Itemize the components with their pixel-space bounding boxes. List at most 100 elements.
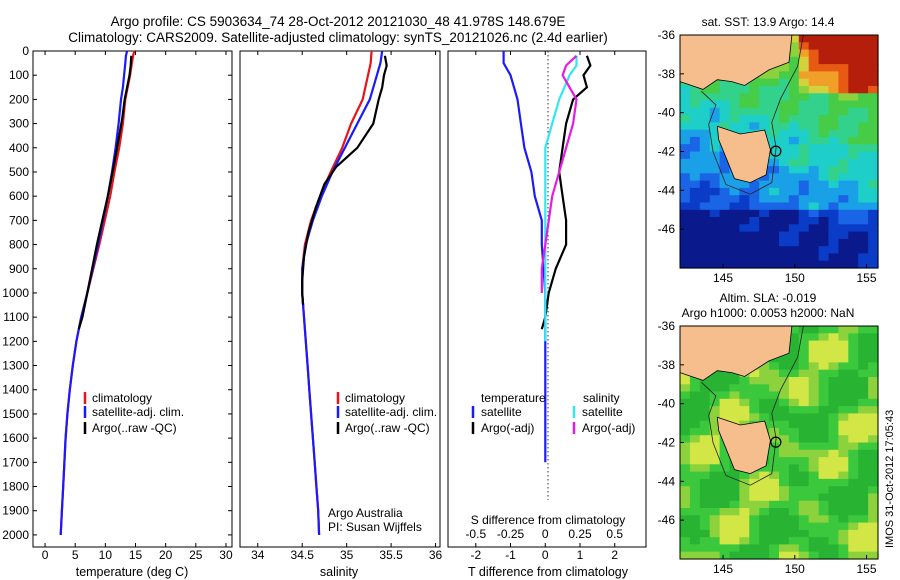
sst-map-axes-ticks: 145 150 155 -36 -38 -40 -42 -44 -46: [658, 28, 877, 285]
map-cell: [808, 187, 820, 196]
map-cell: [709, 471, 721, 480]
map-cell: [759, 86, 770, 94]
lat-tick-label: -44: [658, 474, 676, 488]
map-cell: [788, 202, 800, 211]
map-cell: [689, 217, 701, 225]
map-cell: [749, 384, 760, 393]
map-cell: [788, 486, 800, 495]
depth-tick-label: 400: [9, 141, 29, 155]
map-cell: [828, 93, 839, 102]
map-cell: [858, 391, 869, 400]
map-cell: [788, 180, 800, 189]
map-cell: [699, 537, 711, 546]
map-cell: [798, 515, 810, 524]
map-cell: [858, 478, 869, 487]
map-cell: [868, 384, 879, 393]
map-cell: [680, 457, 691, 465]
map-cell: [709, 544, 721, 553]
mainland-shape: [679, 34, 793, 90]
map-cell: [719, 551, 731, 560]
map-cell: [719, 100, 731, 109]
map-cell: [838, 369, 849, 378]
map-cell: [759, 522, 770, 531]
map-cell: [868, 224, 879, 233]
x-tick-label: 0: [42, 548, 49, 562]
lat-tick-label: -46: [658, 222, 676, 236]
map-cell: [858, 369, 869, 378]
map-cell: [798, 500, 810, 509]
map-cell: [689, 377, 701, 385]
map-cell: [779, 100, 790, 109]
map-cell: [818, 166, 830, 174]
map-cell: [769, 398, 780, 407]
map-cell: [828, 508, 839, 516]
map-cell: [798, 471, 810, 480]
map-cell: [858, 544, 869, 553]
map-cell: [709, 129, 721, 138]
map-cell: [788, 71, 800, 80]
map-cell: [828, 457, 839, 465]
s-tick-label: 0.25: [568, 527, 592, 541]
map-cell: [808, 42, 820, 51]
sla-map-panel: Altim. SLA: -0.019 Argo h1000: 0.0053 h2…: [658, 291, 879, 576]
map-cell: [689, 457, 701, 465]
map-cell: [788, 420, 800, 429]
map-cell: [699, 457, 711, 465]
map-cell: [699, 384, 711, 393]
map-cell: [828, 180, 839, 189]
s-tick-label: -0.5: [465, 527, 486, 541]
map-cell: [808, 326, 820, 334]
map-cell: [788, 122, 800, 131]
map-cell: [808, 86, 820, 94]
map-cell: [818, 260, 830, 269]
map-cell: [759, 202, 770, 211]
map-cell: [838, 326, 849, 334]
map-cell: [868, 195, 879, 204]
map-cell: [838, 515, 849, 524]
map-cell: [858, 420, 869, 429]
map-cell: [779, 93, 790, 102]
s-diff-label: S difference from climatology: [471, 513, 626, 527]
map-cell: [719, 384, 731, 393]
map-cell: [779, 413, 790, 422]
map-cell: [788, 151, 800, 160]
map-cell: [798, 427, 810, 436]
map-cell: [709, 515, 721, 524]
map-cell: [739, 384, 750, 393]
map-cell: [858, 122, 869, 131]
legend-argo: Argo(..raw -QC): [345, 421, 430, 435]
map-cell: [858, 209, 869, 218]
lon-tick-label: 150: [785, 271, 805, 285]
map-cell: [798, 195, 810, 204]
map-cell: [779, 115, 790, 123]
map-cell: [788, 398, 800, 407]
map-cell: [818, 471, 830, 480]
map-cell: [838, 217, 849, 225]
map-cell: [779, 551, 790, 560]
map-cell: [848, 326, 859, 334]
map-cell: [808, 144, 820, 153]
map-cell: [858, 144, 869, 153]
map-cell: [838, 107, 849, 116]
map-cell: [709, 457, 721, 465]
map-cell: [818, 384, 830, 393]
map-cell: [788, 64, 800, 72]
map-cell: [759, 508, 770, 516]
map-cell: [709, 231, 721, 240]
map-cell: [779, 508, 790, 516]
map-cell: [848, 493, 859, 502]
map-cell: [848, 398, 859, 407]
timestamp-stamp: IMOS 31-Oct-2012 17:05:43: [884, 410, 896, 548]
map-cell: [858, 195, 869, 204]
map-cell: [818, 100, 830, 109]
map-cell: [828, 377, 839, 385]
map-cell: [739, 522, 750, 531]
lon-tick-label: 145: [713, 562, 733, 576]
map-cell: [848, 464, 859, 473]
temperature-axes: [32, 50, 233, 548]
map-cell: [759, 253, 770, 262]
map-cell: [828, 107, 839, 116]
map-cell: [699, 377, 711, 385]
lat-tick-label: -44: [658, 183, 676, 197]
map-cell: [828, 260, 839, 269]
